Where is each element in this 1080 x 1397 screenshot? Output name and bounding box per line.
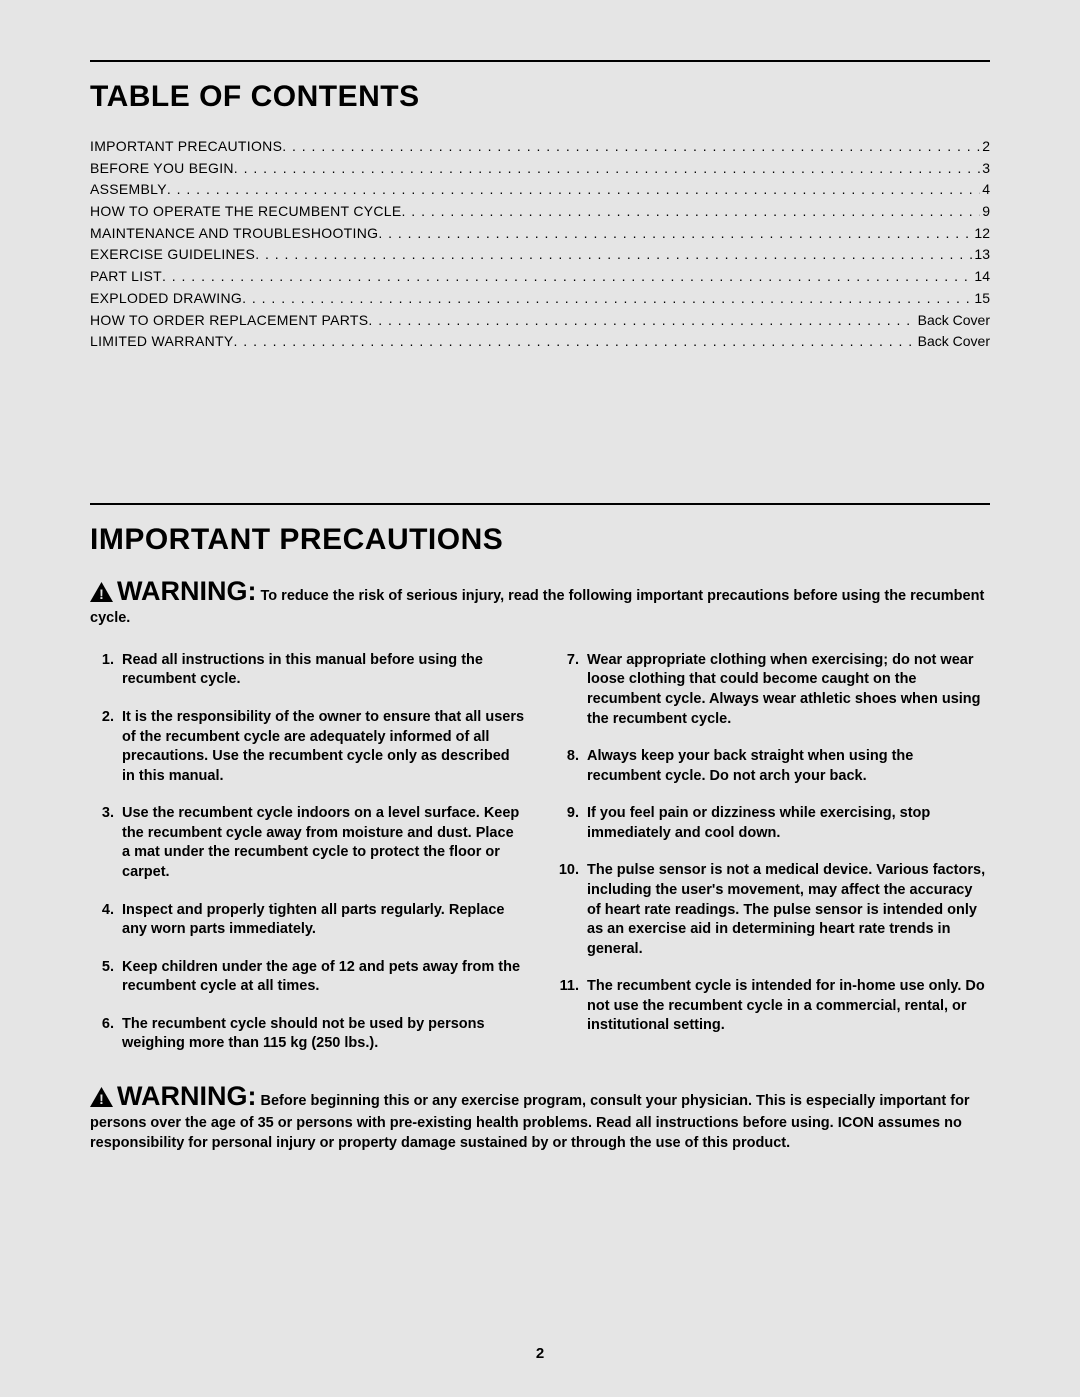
- top-rule: [90, 60, 990, 62]
- page-number: 2: [0, 1345, 1080, 1362]
- toc-label: HOW TO ORDER REPLACEMENT PARTS: [90, 310, 368, 332]
- toc-label: MAINTENANCE AND TROUBLESHOOTING: [90, 223, 378, 245]
- toc-label: PART LIST: [90, 266, 162, 288]
- toc-label: HOW TO OPERATE THE RECUMBENT CYCLE: [90, 201, 402, 223]
- toc-page: 14: [972, 266, 990, 288]
- toc-page: 4: [980, 179, 990, 201]
- section-rule: [90, 503, 990, 505]
- toc-leader-dots: [167, 179, 980, 201]
- svg-text:!: !: [99, 586, 104, 602]
- precaution-item: The recumbent cycle is intended for in-h…: [583, 977, 990, 1036]
- toc-page: 13: [972, 244, 990, 266]
- precautions-list-right: Wear appropriate clothing when exercisin…: [555, 651, 990, 1036]
- warning-label: WARNING:: [117, 1081, 256, 1111]
- toc-label: EXERCISE GUIDELINES: [90, 244, 255, 266]
- toc-list: IMPORTANT PRECAUTIONS2BEFORE YOU BEGIN3A…: [90, 136, 990, 353]
- toc-leader-dots: [234, 158, 980, 180]
- toc-label: EXPLODED DRAWING: [90, 288, 242, 310]
- toc-row: BEFORE YOU BEGIN 3: [90, 158, 990, 180]
- toc-row: MAINTENANCE AND TROUBLESHOOTING 12: [90, 223, 990, 245]
- right-column: Wear appropriate clothing when exercisin…: [555, 651, 990, 1054]
- warning-intro: ! WARNING: To reduce the risk of serious…: [90, 573, 990, 629]
- precaution-item: Use the recumbent cycle indoors on a lev…: [118, 804, 525, 882]
- precaution-item: It is the responsibility of the owner to…: [118, 708, 525, 786]
- manual-page: TABLE OF CONTENTS IMPORTANT PRECAUTIONS 2…: [0, 0, 1080, 1397]
- toc-page: 9: [980, 201, 990, 223]
- toc-leader-dots: [255, 244, 972, 266]
- toc-row: HOW TO OPERATE THE RECUMBENT CYCLE 9: [90, 201, 990, 223]
- precaution-item: The recumbent cycle should not be used b…: [118, 1015, 525, 1054]
- precautions-list-left: Read all instructions in this manual bef…: [90, 651, 525, 1054]
- toc-page: 3: [980, 158, 990, 180]
- toc-heading: TABLE OF CONTENTS: [90, 80, 990, 114]
- toc-leader-dots: [402, 201, 981, 223]
- toc-row: PART LIST 14: [90, 266, 990, 288]
- toc-page: 2: [980, 136, 990, 158]
- toc-label: LIMITED WARRANTY: [90, 331, 234, 353]
- precaution-item: The pulse sensor is not a medical device…: [583, 861, 990, 959]
- toc-leader-dots: [242, 288, 972, 310]
- warning-label: WARNING:: [117, 576, 256, 606]
- toc-row: ASSEMBLY 4: [90, 179, 990, 201]
- warning-triangle-icon: !: [90, 582, 113, 609]
- toc-page: 12: [972, 223, 990, 245]
- toc-leader-dots: [162, 266, 972, 288]
- precaution-item: Wear appropriate clothing when exercisin…: [583, 651, 990, 729]
- warning-outro: ! WARNING: Before beginning this or any …: [90, 1078, 990, 1154]
- toc-leader-dots: [368, 310, 915, 332]
- toc-row: EXPLODED DRAWING 15: [90, 288, 990, 310]
- precaution-item: Read all instructions in this manual bef…: [118, 651, 525, 690]
- precautions-heading: IMPORTANT PRECAUTIONS: [90, 523, 990, 557]
- toc-page: 15: [972, 288, 990, 310]
- toc-leader-dots: [378, 223, 972, 245]
- toc-label: BEFORE YOU BEGIN: [90, 158, 234, 180]
- toc-leader-dots: [282, 136, 980, 158]
- toc-row: IMPORTANT PRECAUTIONS 2: [90, 136, 990, 158]
- svg-text:!: !: [99, 1091, 104, 1107]
- precaution-item: Always keep your back straight when usin…: [583, 747, 990, 786]
- toc-row: HOW TO ORDER REPLACEMENT PARTS Back Cover: [90, 310, 990, 332]
- precaution-item: Keep children under the age of 12 and pe…: [118, 958, 525, 997]
- warning-triangle-icon: !: [90, 1087, 113, 1114]
- toc-page: Back Cover: [916, 331, 990, 353]
- toc-label: ASSEMBLY: [90, 179, 167, 201]
- precaution-item: If you feel pain or dizziness while exer…: [583, 804, 990, 843]
- toc-row: EXERCISE GUIDELINES 13: [90, 244, 990, 266]
- toc-row: LIMITED WARRANTY Back Cover: [90, 331, 990, 353]
- toc-page: Back Cover: [916, 310, 990, 332]
- precautions-columns: Read all instructions in this manual bef…: [90, 651, 990, 1054]
- precaution-item: Inspect and properly tighten all parts r…: [118, 901, 525, 940]
- left-column: Read all instructions in this manual bef…: [90, 651, 525, 1054]
- toc-label: IMPORTANT PRECAUTIONS: [90, 136, 282, 158]
- toc-leader-dots: [234, 331, 916, 353]
